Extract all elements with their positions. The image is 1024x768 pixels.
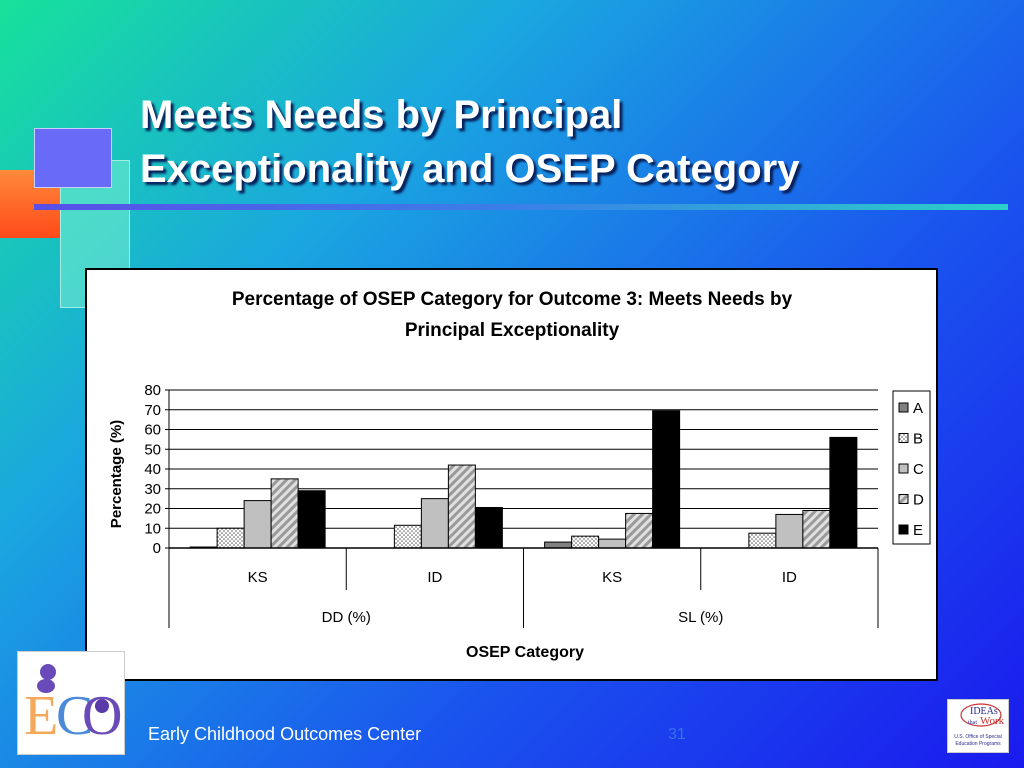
bar-E-id-1	[474, 507, 503, 549]
logo-right-caption1: U.S. Office of Special	[954, 734, 1001, 740]
chart-container: Percentage of OSEP Category for Outcome …	[85, 268, 938, 681]
title-underline	[34, 204, 1008, 210]
legend-label-B: B	[913, 431, 923, 448]
y-tick-label: 80	[144, 382, 161, 399]
y-tick-label: 30	[144, 481, 161, 498]
bar-C-id-3	[775, 513, 804, 549]
bar-chart: Percentage of OSEP Category for Outcome …	[108, 289, 931, 661]
bar-C-ks-0	[243, 500, 272, 549]
bar-E-ks-0	[297, 490, 326, 549]
bar-A-ks-2	[544, 541, 573, 549]
x-tick-label: KS	[248, 569, 268, 586]
bar-D-ks-2	[625, 512, 654, 549]
chart-title-line1: Percentage of OSEP Category for Outcome …	[232, 289, 793, 310]
legend-swatch-E	[898, 524, 909, 535]
logo-right-caption2: Education Programs	[955, 741, 1001, 747]
eco-logo: E C O	[17, 651, 125, 755]
bar-E-ks-2	[652, 410, 681, 549]
slide-title-line2: Exceptionality and OSEP Category	[140, 147, 800, 191]
legend-swatch-C	[898, 463, 909, 474]
x-tick-label: KS	[602, 569, 622, 586]
y-tick-label: 60	[144, 422, 161, 439]
x-axis-label: OSEP Category	[466, 644, 584, 661]
slide-title: Meets Needs by Principal Exceptionality …	[140, 88, 990, 196]
y-axis-label: Percentage (%)	[108, 420, 125, 528]
bar-B-id-1	[393, 524, 422, 549]
page-number: 31	[668, 726, 686, 743]
logo-right-word1: IDEAs	[970, 706, 998, 717]
legend-swatch-A	[898, 402, 909, 413]
legend-label-C: C	[913, 461, 924, 478]
y-tick-label: 20	[144, 501, 161, 518]
deco-blue-square	[34, 128, 112, 188]
logo-right-word2: that	[968, 720, 977, 726]
y-tick-label: 0	[153, 540, 161, 557]
y-tick-label: 10	[144, 520, 161, 537]
svg-text:O: O	[82, 685, 122, 747]
group-label: SL (%)	[678, 609, 723, 626]
footer-org-name: Early Childhood Outcomes Center	[148, 724, 422, 744]
bar-D-ks-0	[270, 478, 299, 549]
legend-swatch-D	[898, 494, 909, 504]
legend-label-D: D	[913, 492, 924, 509]
legend-swatch-B	[898, 433, 909, 443]
slide-title-line1: Meets Needs by Principal	[140, 93, 623, 137]
svg-text:C: C	[56, 685, 93, 747]
x-tick-label: ID	[782, 569, 797, 586]
svg-text:E: E	[24, 685, 58, 747]
y-tick-label: 40	[144, 461, 161, 478]
group-label: DD (%)	[322, 609, 371, 626]
bar-C-ks-2	[598, 538, 627, 549]
bar-B-ks-2	[571, 535, 600, 549]
bar-D-id-3	[802, 509, 831, 549]
bar-B-ks-0	[216, 527, 245, 549]
bar-D-id-1	[447, 464, 476, 549]
legend-label-A: A	[913, 400, 923, 417]
bar-E-id-3	[829, 436, 858, 549]
legend-label-E: E	[913, 522, 923, 539]
bar-C-id-1	[420, 498, 449, 549]
y-tick-label: 50	[144, 441, 161, 458]
y-tick-label: 70	[144, 402, 161, 419]
x-tick-label: ID	[427, 569, 442, 586]
ideas-that-work-logo: IDEAs that Work U.S. Office of Special E…	[947, 699, 1009, 753]
bar-B-id-3	[748, 532, 777, 549]
logo-right-word3: Work	[980, 715, 1005, 727]
chart-title-line2: Principal Exceptionality	[405, 320, 620, 341]
